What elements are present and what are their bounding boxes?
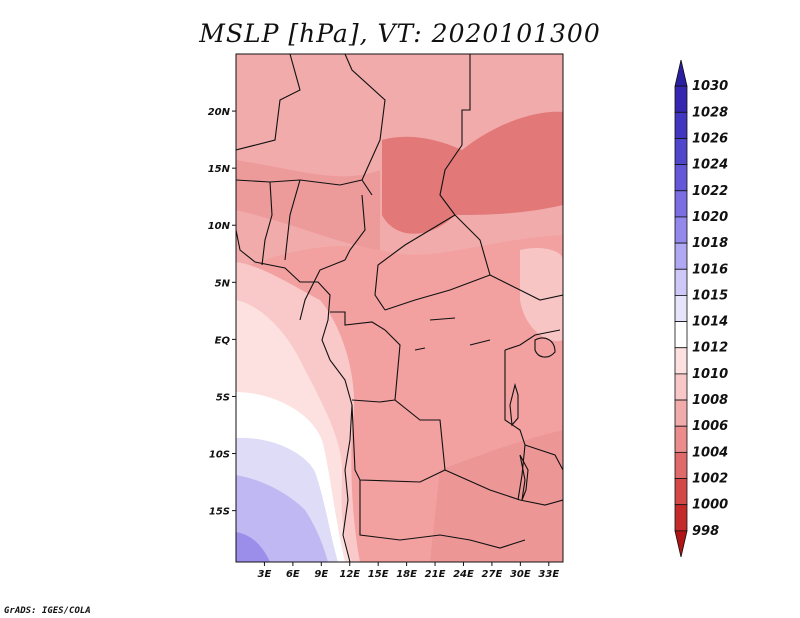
colorbar-label: 1015 [692, 288, 728, 303]
x-tick-label: 3E [258, 569, 272, 580]
colorbar-label: 1002 [692, 472, 728, 487]
colorbar-label: 1030 [692, 79, 728, 94]
coastline [236, 229, 353, 562]
colorbar-label: 1010 [692, 367, 728, 382]
colorbar-swatch [674, 111, 688, 139]
colorbar-swatch [674, 530, 688, 558]
y-tick-label: 5N [215, 278, 231, 289]
x-tick-label: 27E [482, 569, 503, 580]
colorbar-label: 1024 [692, 158, 728, 173]
colorbar-swatch [674, 59, 688, 87]
chart-title: MSLP [hPa], VT: 2020101300 [198, 19, 600, 48]
colorbar-label: 1006 [692, 419, 728, 434]
colorbar-label: 1014 [692, 315, 728, 330]
colorbar-swatch [674, 242, 688, 270]
x-tick-label: 9E [314, 569, 328, 580]
colorbar-swatch [674, 190, 688, 218]
country-borders [236, 54, 563, 549]
y-tick-label: 10S [209, 450, 230, 461]
colorbar: 1030 1028 1026 1024 1022 1020 1018 1016 1015 1014… [674, 59, 728, 558]
colorbar-swatch [674, 373, 688, 401]
region-east-highlands [520, 248, 563, 341]
y-tick-label: 20N [208, 107, 231, 118]
colorbar-label: 1008 [692, 393, 728, 408]
region-south-atlantic-high-core [236, 532, 270, 562]
x-axis: 3E 6E 9E 12E 15E 18E 21E 24E 27E 30E 33E [258, 562, 559, 580]
colorbar-label: 1016 [692, 262, 728, 277]
y-tick-label: 15N [208, 164, 231, 175]
colorbar-swatch [674, 321, 688, 349]
region-southeast-trough [430, 430, 563, 562]
colorbar-label: 1004 [692, 445, 728, 460]
colorbar-label: 1020 [692, 210, 728, 225]
lakes [414, 317, 556, 501]
colorbar-label: 1026 [692, 131, 728, 146]
y-tick-label: 5S [216, 392, 230, 403]
colorbar-swatch [674, 347, 688, 375]
y-tick-label: 15S [209, 507, 230, 518]
x-tick-label: 18E [396, 569, 417, 580]
colorbar-swatch [674, 268, 688, 296]
colorbar-swatch [674, 425, 688, 453]
colorbar-swatch [674, 85, 688, 113]
y-axis: 20N 15N 10N 5N EQ 5S 10S 15S [208, 107, 236, 518]
map-field [236, 54, 563, 562]
colorbar-swatch [674, 138, 688, 166]
region-sahel-band [236, 160, 380, 250]
y-tick-label: EQ [215, 335, 231, 346]
colorbar-label: 1022 [692, 184, 728, 199]
colorbar-swatch [674, 451, 688, 479]
colorbar-swatch [674, 399, 688, 427]
x-tick-label: 21E [425, 569, 446, 580]
colorbar-swatch [674, 164, 688, 192]
colorbar-label: 1018 [692, 236, 728, 251]
colorbar-label: 998 [692, 524, 719, 539]
x-tick-label: 33E [538, 569, 559, 580]
colorbar-swatch [674, 295, 688, 322]
region-south-atlantic-high-inner [236, 475, 328, 562]
colorbar-label: 1012 [692, 341, 728, 356]
colorbar-swatch [674, 216, 688, 244]
x-tick-label: 24E [453, 569, 474, 580]
x-tick-label: 12E [339, 569, 360, 580]
x-tick-label: 15E [368, 569, 389, 580]
map-frame [235, 53, 564, 563]
colorbar-swatch [674, 504, 688, 532]
y-tick-label: 10N [208, 221, 231, 232]
colorbar-label: 1000 [692, 498, 728, 513]
x-tick-label: 30E [510, 569, 531, 580]
region-low-core-central-sahel [382, 111, 563, 234]
x-tick-label: 6E [286, 569, 300, 580]
colorbar-label: 1028 [692, 105, 728, 120]
credit-text: GrADS: IGES/COLA [4, 606, 91, 616]
colorbar-swatch [674, 478, 688, 506]
